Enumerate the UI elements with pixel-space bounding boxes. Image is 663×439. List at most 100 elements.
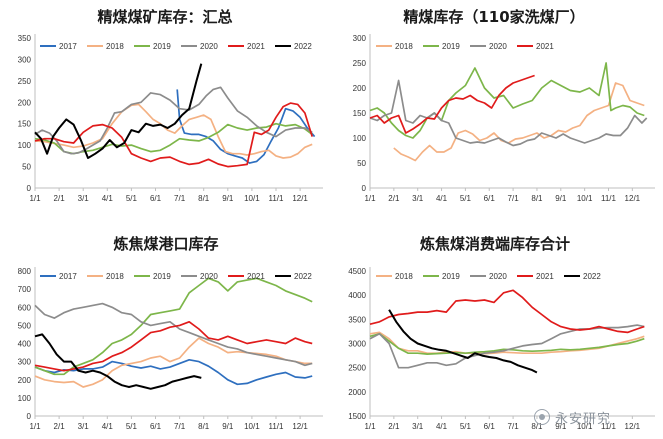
legend-label: 2020 [489,42,507,51]
x-tick-label: 8/1 [198,194,210,203]
wechat-icon [534,409,550,425]
legend-item-2019: 2019 [134,272,171,281]
series-line-2018 [34,103,313,159]
y-tick-label: 600 [18,303,32,312]
x-tick-label: 4/1 [436,422,448,431]
legend-label: 2019 [153,272,171,281]
x-tick-label: 4/1 [102,422,114,431]
x-tick-label: 11/1 [269,194,285,203]
y-tick-label: 4000 [348,291,366,300]
chart-title: 炼焦煤消费端库存合计 [420,235,570,253]
watermark: 永安研究 [534,402,656,432]
y-tick-label: 350 [18,34,32,43]
series-line-2022 [34,333,202,390]
legend-item-2021: 2021 [517,272,554,281]
y-tick-label: 250 [353,59,367,68]
x-tick-label: 1/1 [364,422,376,431]
legend-item-2020: 2020 [181,272,218,281]
chart-title: 精煤库存（110家洗煤厂） [403,8,584,26]
x-tick-label: 3/1 [78,422,90,431]
legend-label: 2017 [59,272,77,281]
legend-label: 2021 [536,272,554,281]
legend-item-2019: 2019 [423,272,460,281]
series-line-2017 [176,89,316,164]
y-tick-label: 2500 [348,364,366,373]
legend-label: 2018 [395,272,413,281]
y-tick-label: 300 [18,358,32,367]
y-tick-label: 500 [18,321,32,330]
x-tick-label: 9/1 [555,422,567,431]
x-tick-label: 5/1 [126,194,138,203]
series-line-2018 [34,337,313,388]
x-tick-label: 8/1 [531,422,543,431]
x-tick-label: 7/1 [508,422,520,431]
y-tick-label: 100 [353,134,367,143]
legend-label: 2020 [489,272,507,281]
x-tick-label: 1/1 [29,194,41,203]
y-tick-label: 50 [357,159,366,168]
legend-item-2018: 2018 [87,272,124,281]
x-tick-label: 3/1 [412,422,424,431]
x-tick-label: 11/1 [269,422,285,431]
chart-panel-3: 炼焦煤港口库存 0 100 200 300 400 500 600 700 800 1/1 2/1 3/… [18,235,323,431]
y-tick-label: 200 [353,84,367,93]
x-tick-label: 3/1 [412,194,424,203]
legend-label: 2018 [106,272,124,281]
series-line-2019 [369,62,645,139]
x-tick-label: 3/1 [78,194,90,203]
y-tick-label: 2000 [348,388,366,397]
legend-label: 2021 [247,272,265,281]
legend-item-2022: 2022 [275,272,312,281]
x-tick-label: 8/1 [198,422,210,431]
series-line-2020 [369,324,645,369]
y-tick-label: 400 [18,340,32,349]
x-tick-label: 10/1 [244,194,260,203]
legend-item-2021: 2021 [228,272,265,281]
x-tick-label: 11/1 [601,194,617,203]
x-tick-label: 12/1 [625,422,641,431]
chart-title: 炼焦煤港口库存 [113,235,218,253]
legend-item-2022: 2022 [564,272,601,281]
y-tick-label: 200 [18,376,32,385]
x-tick-label: 7/1 [174,422,186,431]
legend-item-2020: 2020 [181,42,218,51]
chart-panel-2: 精煤库存（110家洗煤厂） 0 50 100 150 200 250 300 1/1 2/1 3/1… [353,8,655,203]
y-tick-label: 3500 [348,315,366,324]
x-tick-label: 5/1 [460,194,472,203]
y-tick-label: 0 [362,184,367,193]
legend-label: 2019 [442,272,460,281]
x-tick-label: 1/1 [364,194,376,203]
x-tick-label: 7/1 [174,194,186,203]
y-tick-label: 4500 [348,267,366,276]
legend-label: 2019 [442,42,460,51]
x-tick-label: 2/1 [54,194,66,203]
x-tick-label: 7/1 [508,194,520,203]
x-tick-label: 4/1 [436,194,448,203]
series-line-2021 [34,102,314,168]
legend-item-2022: 2022 [275,42,312,51]
chart-panel-4: 炼焦煤消费端库存合计 1500 2000 2500 3000 3500 4000 4500 1/… [348,235,655,431]
legend-item-2018: 2018 [376,272,413,281]
x-tick-label: 8/1 [531,194,543,203]
x-tick-label: 1/1 [29,422,41,431]
series-line-2020 [34,86,313,155]
legend-label: 2017 [59,42,77,51]
y-tick-label: 300 [18,55,32,64]
y-tick-label: 3000 [348,340,366,349]
x-tick-label: 10/1 [244,422,260,431]
y-tick-label: 250 [18,77,32,86]
legend-item-2018: 2018 [376,42,413,51]
legend-label: 2022 [294,42,312,51]
y-tick-label: 100 [18,394,32,403]
watermark-text: 永安研究 [555,411,612,427]
x-tick-label: 12/1 [292,422,308,431]
y-tick-label: 150 [353,109,367,118]
x-tick-label: 10/1 [577,422,593,431]
legend-label: 2020 [200,272,218,281]
legend-item-2020: 2020 [470,42,507,51]
x-tick-label: 6/1 [150,422,162,431]
legend-item-2017: 2017 [40,42,77,51]
x-tick-label: 5/1 [126,422,138,431]
legend-item-2019: 2019 [423,42,460,51]
